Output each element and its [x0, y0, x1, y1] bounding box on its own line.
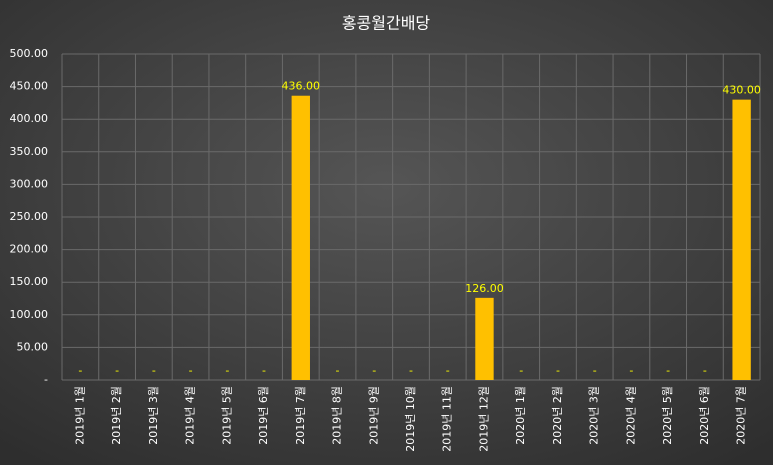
value-label: 126.00 [465, 282, 504, 295]
value-label: - [78, 364, 82, 377]
bar [475, 297, 494, 380]
y-tick-label: 500.00 [10, 47, 49, 60]
value-label: - [703, 364, 707, 377]
bar [732, 99, 751, 380]
value-label: - [152, 364, 156, 377]
x-tick-label: 2020년 5월 [661, 386, 674, 445]
y-tick-label: 250.00 [10, 210, 49, 223]
y-tick-label: 100.00 [10, 308, 49, 321]
y-tick-label: 150.00 [10, 275, 49, 288]
value-label: - [629, 364, 633, 377]
x-tick-label: 2020년 4월 [624, 386, 637, 445]
y-tick-label: 200.00 [10, 243, 49, 256]
value-label: - [409, 364, 413, 377]
value-label: - [372, 364, 376, 377]
x-tick-label: 2019년 6월 [257, 386, 270, 445]
x-tick-label: 2020년 7월 [735, 386, 748, 445]
value-label: 430.00 [722, 84, 761, 97]
value-label: - [225, 364, 229, 377]
x-tick-label: 2019년 5월 [220, 386, 233, 445]
x-tick-label: 2019년 10월 [404, 386, 417, 452]
y-tick-label: 350.00 [10, 145, 49, 158]
x-tick-label: 2019년 1월 [73, 386, 86, 445]
x-tick-label: 2019년 8월 [331, 386, 344, 445]
x-tick-label: 2020년 6월 [698, 386, 711, 445]
value-label: - [446, 364, 450, 377]
y-tick-label: 50.00 [17, 340, 49, 353]
value-label: - [666, 364, 670, 377]
value-label: - [519, 364, 523, 377]
value-label: - [115, 364, 119, 377]
y-tick-label: - [44, 373, 48, 386]
bar [291, 95, 310, 380]
x-tick-label: 2020년 2월 [551, 386, 564, 445]
y-tick-label: 300.00 [10, 177, 49, 190]
chart-title: 홍콩월간배당 [342, 14, 431, 33]
value-label: - [336, 364, 340, 377]
x-tick-label: 2019년 12월 [477, 386, 490, 452]
x-tick-label: 2019년 11월 [441, 386, 454, 452]
value-label: - [556, 364, 560, 377]
x-tick-label: 2019년 4월 [184, 386, 197, 445]
value-label: - [189, 364, 193, 377]
x-tick-label: 2020년 1월 [514, 386, 527, 445]
x-tick-label: 2019년 7월 [294, 386, 307, 445]
x-tick-label: 2020년 3월 [588, 386, 601, 445]
y-tick-label: 400.00 [10, 112, 49, 125]
x-tick-label: 2019년 9월 [367, 386, 380, 445]
y-tick-label: 450.00 [10, 80, 49, 93]
value-label: - [262, 364, 266, 377]
x-tick-label: 2019년 2월 [110, 386, 123, 445]
value-label: - [593, 364, 597, 377]
x-tick-label: 2019년 3월 [147, 386, 160, 445]
value-label: 436.00 [282, 80, 321, 93]
